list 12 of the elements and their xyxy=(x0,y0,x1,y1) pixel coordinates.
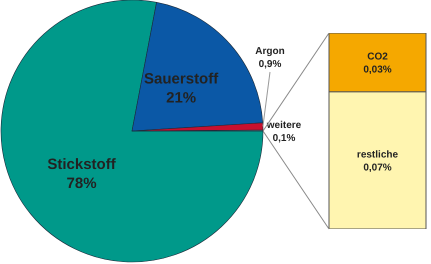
data-label: 21% xyxy=(166,90,196,107)
slice-label: Argon xyxy=(255,46,285,57)
data-label: 0,07% xyxy=(363,162,392,174)
data-label: 0,1% xyxy=(272,133,296,144)
series-label: CO2 xyxy=(367,51,388,62)
slice-label: Sauerstoff xyxy=(144,70,220,88)
data-label: 0,03% xyxy=(363,64,392,76)
data-label: 78% xyxy=(66,174,97,192)
series-label: restliche xyxy=(356,149,398,160)
data-label: 0,9% xyxy=(258,59,282,70)
slice-label: weitere xyxy=(266,120,302,131)
slice-label: Stickstoff xyxy=(47,156,117,173)
